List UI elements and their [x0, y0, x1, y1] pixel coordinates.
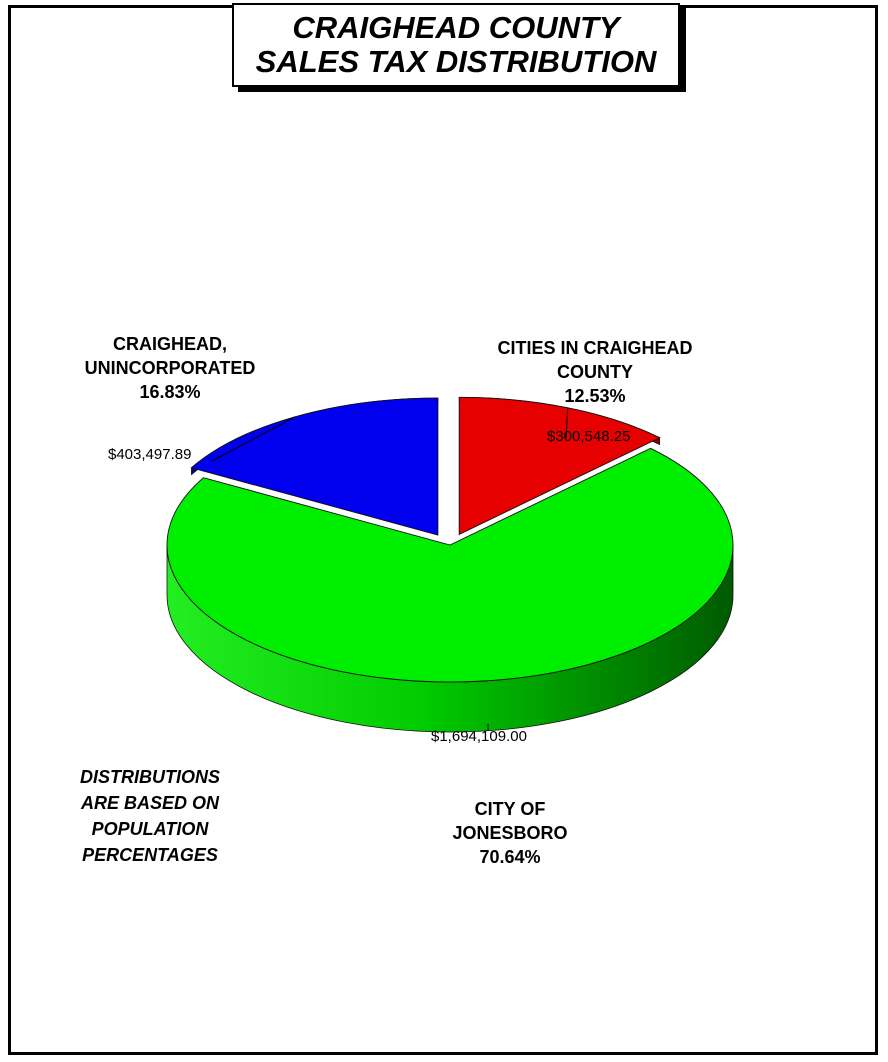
- amount-label-cities: $300,548.25: [547, 428, 630, 445]
- pie-tops: [166, 396, 734, 683]
- label-jonesboro-percent: 70.64%: [479, 847, 541, 867]
- title-line-2: SALES TAX DISTRIBUTION: [255, 44, 657, 79]
- label-jonesboro-line-2: JONESBORO: [452, 823, 568, 843]
- pie-slice-cities: [458, 396, 661, 536]
- amount-label-unincorporated: $403,497.89: [108, 446, 191, 463]
- slice-label-jonesboro: CITY OF JONESBORO 70.64%: [400, 797, 620, 869]
- slice-label-unincorporated: CRAIGHEAD, UNINCORPORATED 16.83%: [40, 332, 300, 404]
- label-cities-line-1: CITIES IN CRAIGHEAD: [497, 338, 693, 358]
- label-cities-line-2: COUNTY: [557, 362, 633, 382]
- chart-title: CRAIGHEAD COUNTY SALES TAX DISTRIBUTION: [232, 3, 680, 87]
- note-line-3: POPULATION: [91, 819, 209, 839]
- note-line-1: DISTRIBUTIONS: [79, 767, 220, 787]
- pie-slice-jonesboro: [166, 447, 734, 683]
- label-cities-percent: 12.53%: [564, 386, 626, 406]
- pie-slice-unincorporated: [190, 397, 439, 536]
- leader-line-cities: [565, 407, 569, 439]
- pie-leaders: $300,548.25 $1,694,109.00 $403,497.89: [108, 407, 630, 745]
- slice-label-cities: CITIES IN CRAIGHEAD COUNTY 12.53%: [460, 336, 730, 408]
- label-unincorporated-line-2: UNINCORPORATED: [84, 358, 256, 378]
- label-jonesboro-line-1: CITY OF: [474, 799, 546, 819]
- amount-label-jonesboro: $1,694,109.00: [431, 728, 527, 745]
- distribution-note: DISTRIBUTIONS ARE BASED ON POPULATION PE…: [40, 764, 260, 868]
- label-unincorporated-line-1: CRAIGHEAD,: [112, 334, 227, 354]
- note-line-2: ARE BASED ON: [80, 793, 219, 813]
- label-unincorporated-percent: 16.83%: [139, 382, 201, 402]
- title-line-1: CRAIGHEAD COUNTY: [292, 10, 620, 45]
- note-line-4: PERCENTAGES: [82, 845, 218, 865]
- leader-line-unincorporated: [211, 416, 296, 462]
